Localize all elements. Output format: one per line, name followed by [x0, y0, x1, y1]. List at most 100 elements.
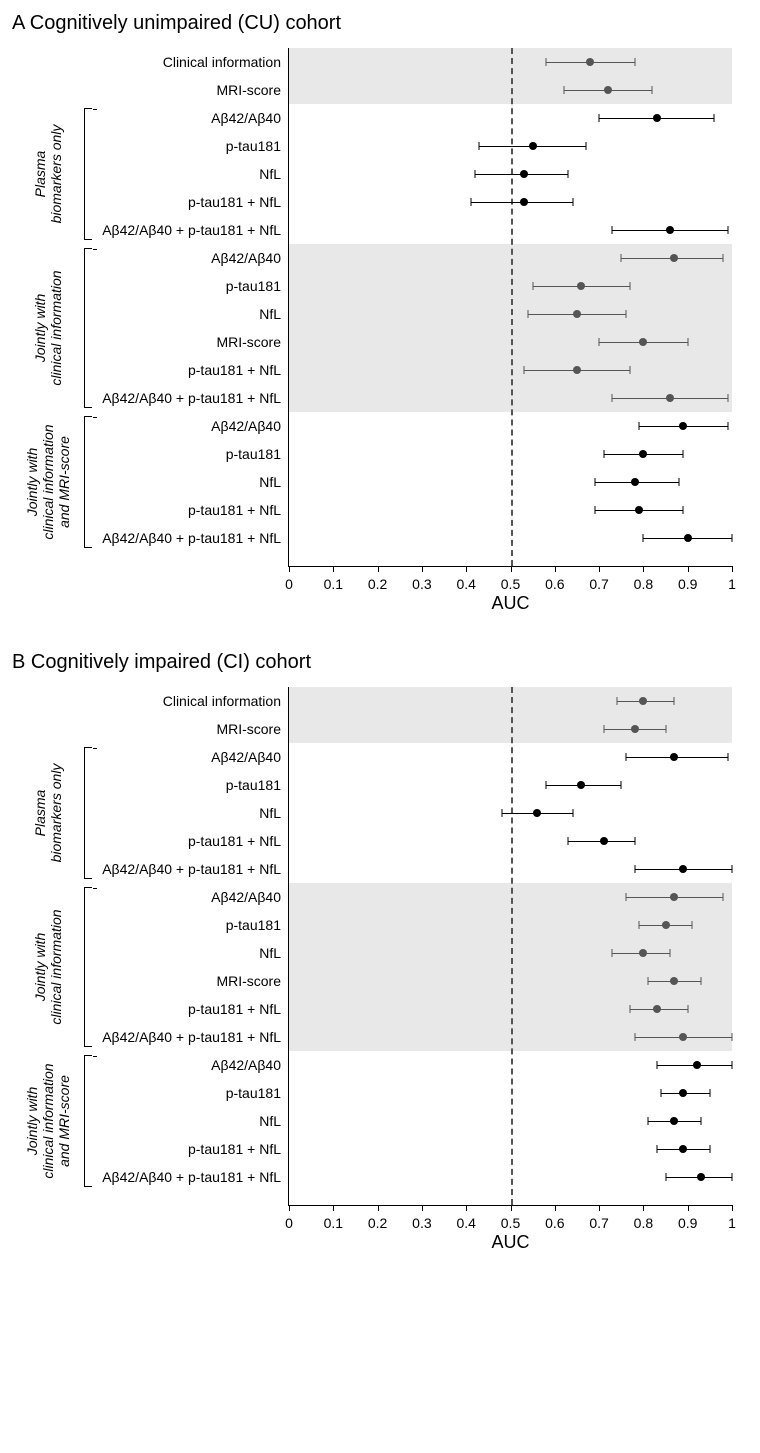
x-tick-label: 0.2 — [368, 576, 387, 592]
ci-cap — [656, 1061, 657, 1069]
row-label: p-tau181 + NfL — [188, 1141, 289, 1157]
x-tick-label: 0.6 — [545, 1215, 564, 1231]
ci-cap — [545, 58, 546, 66]
ci-cap — [585, 142, 586, 150]
chart-frame: Clinical informationMRI-scoreAβ42/Aβ40p-… — [8, 682, 752, 1266]
x-tick-label: 0.1 — [324, 1215, 343, 1231]
x-tick-label: 1 — [728, 576, 736, 592]
group-label: Jointly withclinical informationand MRI-… — [24, 1051, 72, 1191]
data-point — [670, 753, 678, 761]
panel-B: B Cognitively impaired (CI) cohortClinic… — [8, 651, 752, 1266]
x-tick-label: 0.7 — [589, 1215, 608, 1231]
group-bracket — [84, 248, 92, 408]
x-tick-label: 0.9 — [678, 1215, 697, 1231]
x-tick-label: 0 — [285, 1215, 293, 1231]
data-point — [639, 949, 647, 957]
ci-cap — [683, 450, 684, 458]
group-label-line: clinical information — [48, 270, 64, 385]
ci-cap — [669, 949, 670, 957]
x-tick — [599, 566, 600, 572]
ci-cap — [665, 1173, 666, 1181]
group-bracket — [84, 1055, 92, 1187]
data-point — [604, 86, 612, 94]
ci-cap — [665, 725, 666, 733]
group-label-line: clinical information — [48, 909, 64, 1024]
ci-cap — [475, 170, 476, 178]
row-label: Aβ42/Aβ40 — [211, 418, 289, 434]
group-label-line: clinical information — [40, 424, 56, 539]
row-label: Aβ42/Aβ40 — [211, 889, 289, 905]
x-tick — [688, 1205, 689, 1211]
row-label: Aβ42/Aβ40 — [211, 110, 289, 126]
ci-cap — [523, 366, 524, 374]
x-tick — [289, 1205, 290, 1211]
ci-cap — [723, 254, 724, 262]
row-label: p-tau181 — [226, 446, 289, 462]
data-point — [679, 1145, 687, 1153]
ci-cap — [470, 198, 471, 206]
data-point — [679, 422, 687, 430]
ci-cap — [612, 949, 613, 957]
group-bracket — [84, 887, 92, 1047]
ci-cap — [647, 977, 648, 985]
ci-cap — [700, 1117, 701, 1125]
x-tick — [555, 1205, 556, 1211]
row-label: NfL — [259, 945, 289, 961]
data-point — [670, 254, 678, 262]
x-tick-label: 0.8 — [634, 1215, 653, 1231]
x-tick — [378, 566, 379, 572]
data-point — [577, 781, 585, 789]
ci-cap — [643, 534, 644, 542]
ci-cap — [545, 781, 546, 789]
panel-title: A Cognitively unimpaired (CU) cohort — [8, 12, 752, 35]
x-tick — [732, 566, 733, 572]
data-point — [600, 837, 608, 845]
row-label: MRI-score — [216, 721, 289, 737]
ci-cap — [568, 837, 569, 845]
ci-cap — [501, 809, 502, 817]
ci-cap — [732, 1061, 733, 1069]
data-point — [586, 58, 594, 66]
row-label: MRI-score — [216, 82, 289, 98]
x-tick-label: 0.4 — [456, 1215, 475, 1231]
panel-title: B Cognitively impaired (CI) cohort — [8, 651, 752, 674]
data-point — [520, 198, 528, 206]
reference-line — [511, 48, 513, 566]
data-point — [670, 1117, 678, 1125]
figure-root: A Cognitively unimpaired (CU) cohortClin… — [8, 12, 752, 1266]
x-tick — [643, 566, 644, 572]
group-label-line: biomarkers only — [48, 125, 64, 224]
row-label: NfL — [259, 805, 289, 821]
x-tick — [732, 1205, 733, 1211]
data-point — [679, 1033, 687, 1041]
ci-cap — [563, 86, 564, 94]
row-label: NfL — [259, 1113, 289, 1129]
ci-cap — [625, 893, 626, 901]
row-label: Aβ42/Aβ40 + p-tau181 + NfL — [102, 1169, 289, 1185]
row-label: p-tau181 + NfL — [188, 502, 289, 518]
ci-cap — [603, 725, 604, 733]
group-label-line: Jointly with — [24, 448, 40, 516]
data-point — [639, 450, 647, 458]
data-point — [635, 506, 643, 514]
data-point — [529, 142, 537, 150]
row-label: NfL — [259, 166, 289, 182]
row-label: p-tau181 + NfL — [188, 1001, 289, 1017]
data-point — [639, 697, 647, 705]
x-tick — [422, 1205, 423, 1211]
x-tick-label: 0.5 — [501, 576, 520, 592]
ci-cap — [612, 394, 613, 402]
ci-cap — [479, 142, 480, 150]
row-label: Aβ42/Aβ40 + p-tau181 + NfL — [102, 390, 289, 406]
ci-cap — [572, 809, 573, 817]
ci-cap — [687, 338, 688, 346]
x-tick-label: 0.1 — [324, 576, 343, 592]
chart-frame: Clinical informationMRI-scoreAβ42/Aβ40p-… — [8, 43, 752, 627]
ci-cap — [621, 781, 622, 789]
ci-cap — [599, 338, 600, 346]
x-tick-label: 0.4 — [456, 576, 475, 592]
data-point — [679, 1089, 687, 1097]
row-label: p-tau181 + NfL — [188, 833, 289, 849]
group-bracket — [84, 747, 92, 879]
x-tick — [333, 1205, 334, 1211]
